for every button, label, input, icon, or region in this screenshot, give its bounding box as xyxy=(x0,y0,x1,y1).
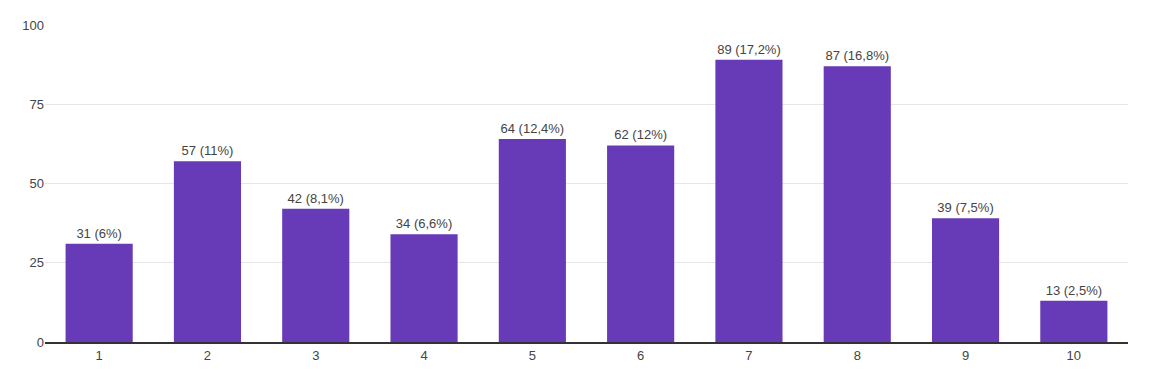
svg-text:3: 3 xyxy=(312,348,319,363)
svg-text:89 (17,2%): 89 (17,2%) xyxy=(717,42,781,57)
svg-text:10: 10 xyxy=(1067,348,1081,363)
svg-text:50: 50 xyxy=(30,176,44,191)
svg-text:75: 75 xyxy=(30,97,44,112)
svg-text:0: 0 xyxy=(37,335,44,350)
svg-text:100: 100 xyxy=(22,18,44,33)
svg-text:4: 4 xyxy=(420,348,427,363)
svg-text:1: 1 xyxy=(96,348,103,363)
svg-text:31 (6%): 31 (6%) xyxy=(76,226,122,241)
svg-text:34 (6,6%): 34 (6,6%) xyxy=(396,216,452,231)
svg-text:6: 6 xyxy=(637,348,644,363)
svg-text:57 (11%): 57 (11%) xyxy=(182,143,234,158)
svg-text:39 (7,5%): 39 (7,5%) xyxy=(937,200,993,215)
svg-text:2: 2 xyxy=(204,348,211,363)
svg-text:64 (12,4%): 64 (12,4%) xyxy=(501,121,565,136)
svg-text:7: 7 xyxy=(745,348,752,363)
svg-text:13 (2,5%): 13 (2,5%) xyxy=(1046,283,1102,298)
svg-text:9: 9 xyxy=(962,348,969,363)
svg-text:42 (8,1%): 42 (8,1%) xyxy=(288,191,344,206)
svg-text:8: 8 xyxy=(854,348,861,363)
svg-text:62 (12%): 62 (12%) xyxy=(614,127,667,142)
svg-text:25: 25 xyxy=(30,255,44,270)
svg-text:87 (16,8%): 87 (16,8%) xyxy=(825,48,889,63)
svg-text:5: 5 xyxy=(529,348,536,363)
